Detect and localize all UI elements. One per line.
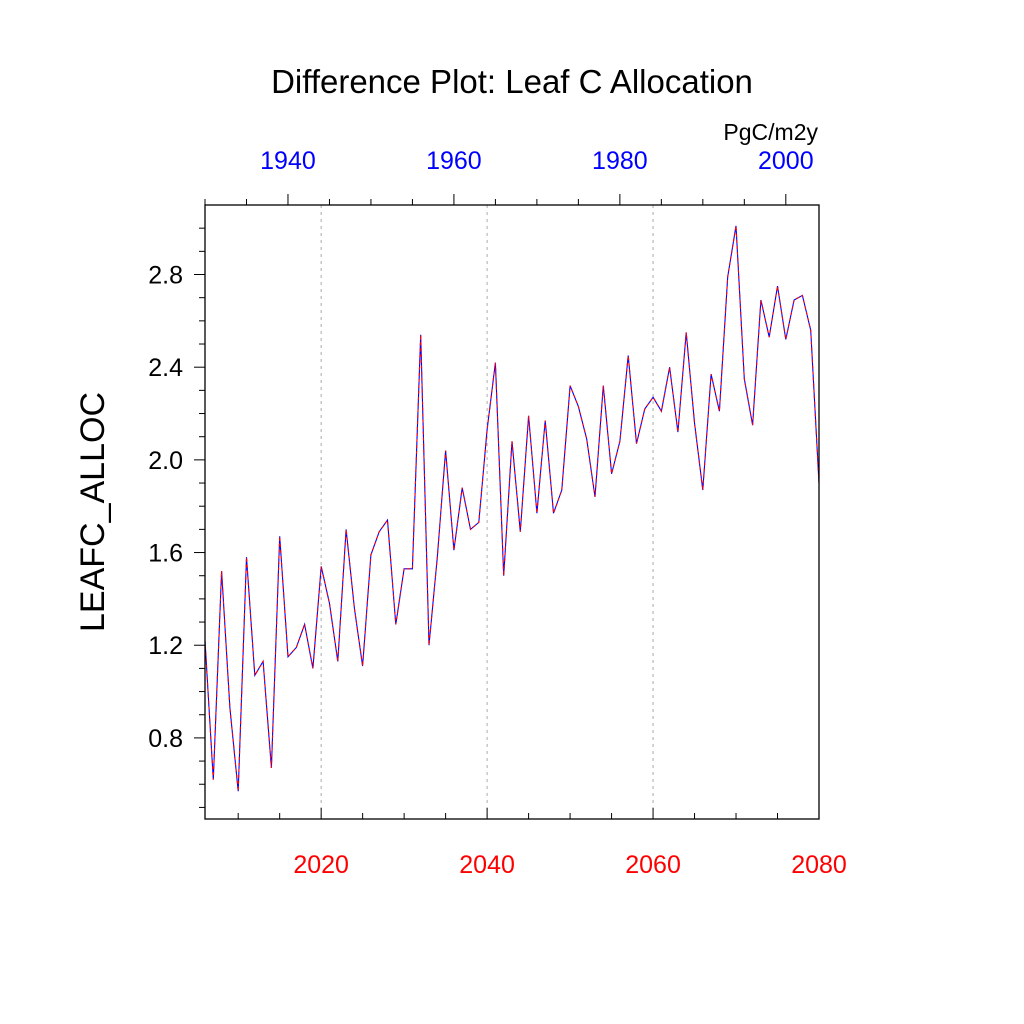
x-tick-label-bottom: 2060 <box>625 851 681 879</box>
series-line-dashed <box>204 225 820 792</box>
grid-lines <box>320 205 654 819</box>
y-tick-label: 2.8 <box>148 262 183 290</box>
y-tick-label: 0.8 <box>148 725 183 753</box>
series-line-solid <box>204 225 820 792</box>
axis-ticks <box>194 194 820 819</box>
x-tick-label-top: 2000 <box>758 147 814 175</box>
y-tick-label: 2.4 <box>148 354 183 382</box>
x-tick-label-top: 1940 <box>260 147 316 175</box>
x-tick-label-bottom: 2020 <box>293 851 349 879</box>
y-tick-label: 1.2 <box>148 632 183 660</box>
x-tick-label-bottom: 2080 <box>791 851 847 879</box>
x-tick-label-top: 1980 <box>592 147 648 175</box>
x-tick-label-bottom: 2040 <box>459 851 515 879</box>
y-tick-label: 2.0 <box>148 447 183 475</box>
series-lines <box>204 225 820 792</box>
y-axis-label: LEAFC_ALLOC <box>74 392 112 632</box>
x-tick-label-top: 1960 <box>426 147 482 175</box>
units-label: PgC/m2y <box>723 119 818 145</box>
tick-labels: 2020 2040 2060 2080 1940 1960 1980 2000 0.8 1.2 1.… <box>148 147 847 879</box>
chart-title: Difference Plot: Leaf C Allocation <box>271 63 753 100</box>
plot-frame <box>204 204 820 820</box>
y-tick-label: 1.6 <box>148 540 183 568</box>
